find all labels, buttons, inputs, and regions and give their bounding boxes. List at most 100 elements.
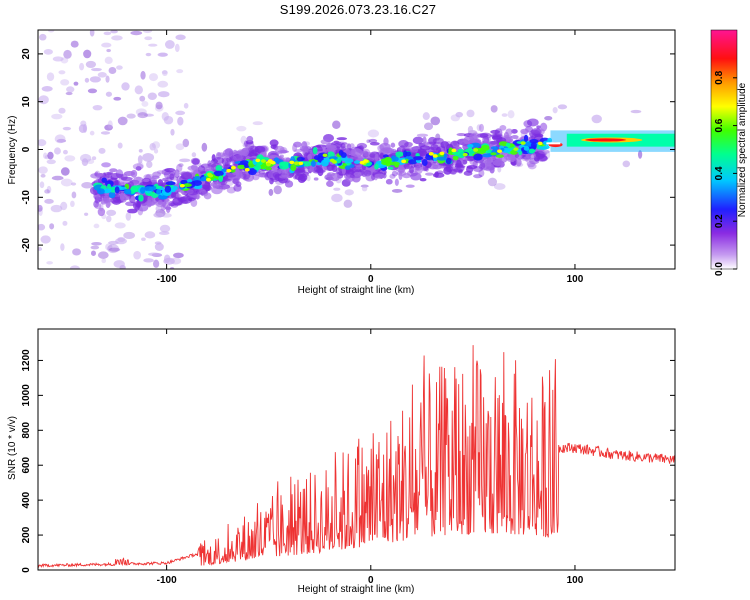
spectrogram-band-blob <box>109 168 118 173</box>
spectrogram-band-blob <box>225 157 233 162</box>
spectrogram-band-blob <box>239 155 246 161</box>
spectrogram-hot-blob <box>106 183 112 190</box>
spectrogram-band-blob <box>121 195 130 201</box>
spectrogram-noise-speck <box>44 189 50 194</box>
spectrogram-noise-speck <box>91 156 97 161</box>
spectrogram-noise-speck <box>123 231 136 240</box>
spectrogram-band-blob <box>180 195 192 204</box>
spectrogram-noise-speck <box>331 193 343 203</box>
spectrogram-band-blob <box>99 198 111 202</box>
spectrogram-hot-blob <box>403 150 408 158</box>
spectrogram-noise-speck <box>81 182 93 189</box>
spectrogram-noise-speck <box>174 43 180 53</box>
spectrogram-band-blob <box>326 172 332 182</box>
spectrogram-band-blob <box>473 174 483 179</box>
y-tick-label: -10 <box>21 190 32 205</box>
spectrogram-band-blob <box>351 148 363 158</box>
spectrogram-y-axis-label: Frequency (Hz) <box>7 116 18 185</box>
x-tick-label: 0 <box>368 575 374 586</box>
spectrogram-band-blob <box>329 172 341 182</box>
spectrogram-tone-peak <box>585 138 626 142</box>
spectrogram-band-blob <box>190 198 198 207</box>
spectrogram-noise-speck <box>84 212 89 216</box>
spectrogram-hot-blob <box>143 186 155 192</box>
spectrogram-noise-speck <box>63 149 68 155</box>
y-tick-label: 600 <box>21 456 32 473</box>
spectrogram-hot-blob <box>530 141 537 149</box>
spectrogram-band-blob <box>469 133 478 142</box>
spectrogram-peak-blob <box>267 159 273 163</box>
spectrogram-noise-speck <box>557 104 568 110</box>
spectrogram-noise-speck <box>142 30 153 34</box>
spectrogram-hot-blob <box>105 180 114 187</box>
spectrogram-band-blob <box>424 172 434 176</box>
spectrogram-noise-speck <box>60 243 65 251</box>
spectrogram-noise-speck <box>183 102 189 109</box>
spectrogram-band-blob <box>316 144 322 148</box>
spectrogram-hot-blob <box>407 159 418 165</box>
spectrogram-band-blob <box>340 146 346 151</box>
spectrogram-band-blob <box>454 163 464 168</box>
spectrogram-noise-speck <box>422 112 430 120</box>
spectrogram-band-blob <box>497 136 503 143</box>
spectrogram-band-blob <box>374 173 385 179</box>
spectrogram-band-blob <box>534 133 544 138</box>
spectrogram-band-blob <box>394 178 399 187</box>
spectrogram-hot-blob <box>349 164 355 168</box>
spectrogram-band-blob <box>456 132 467 137</box>
spectrogram-noise-speck <box>52 56 64 62</box>
spectrogram-noise-speck <box>101 42 112 48</box>
spectrogram-noise-speck <box>113 96 122 101</box>
spectrogram-band-blob <box>515 158 522 167</box>
spectrogram-band-blob <box>492 159 504 166</box>
spectrogram-noise-speck <box>91 250 96 256</box>
spectrogram-peak-blob <box>537 141 543 146</box>
spectrogram-hot-blob <box>239 160 249 165</box>
spectrogram-noise-speck <box>63 49 72 59</box>
x-tick-label: -100 <box>157 575 177 586</box>
spectrogram-peak-blob <box>207 172 213 177</box>
spectrogram-band-blob <box>531 128 542 136</box>
spectrogram-noise-speck <box>105 75 110 83</box>
spectrogram-noise-speck <box>175 110 186 116</box>
spectrogram-noise-speck <box>38 166 48 174</box>
spectrogram-band-blob <box>94 203 102 210</box>
spectrogram-noise-speck <box>164 40 175 49</box>
spectrogram-noise-speck <box>38 247 43 251</box>
spectrogram-noise-speck <box>125 212 132 221</box>
spectrogram-band-blob <box>423 141 430 146</box>
colorbar-tick-label: 0.2 <box>714 214 725 228</box>
spectrogram-peak-blob <box>293 161 299 165</box>
spectrogram-noise-speck <box>105 215 112 223</box>
spectrogram-noise-speck <box>467 125 474 134</box>
spectrogram-noise-speck <box>173 252 184 259</box>
spectrogram-band-blob <box>416 133 429 137</box>
spectrogram-noise-speck <box>107 244 119 254</box>
x-tick-label: 100 <box>567 274 584 285</box>
spectrogram-band-blob <box>96 193 101 201</box>
spectrogram-peak-blob <box>230 165 236 170</box>
spectrogram-band-blob <box>232 154 243 161</box>
spectrogram-hot-blob <box>510 149 518 155</box>
spectrogram-band-blob <box>368 138 378 143</box>
spectrogram-noise-speck <box>108 247 121 252</box>
spectrogram-band-blob <box>326 180 334 187</box>
spectrogram-band-blob <box>123 171 136 176</box>
spectrogram-band-blob <box>307 154 312 161</box>
spectrogram-noise-speck <box>176 69 184 74</box>
colorbar-tick-label: 0.8 <box>714 70 725 84</box>
spectrogram-noise-speck <box>60 79 70 86</box>
spectrogram-band-blob <box>106 171 114 176</box>
spectrogram-hot-blob <box>383 156 392 164</box>
spectrogram-noise-speck <box>104 56 113 65</box>
spectrogram-noise-speck <box>58 107 66 114</box>
spectrogram-noise-speck <box>41 85 53 92</box>
spectrogram-noise-speck <box>236 125 247 132</box>
spectrogram-noise-speck <box>38 204 43 212</box>
y-tick-label: 200 <box>21 526 32 543</box>
spectrogram-noise-speck <box>62 220 68 226</box>
spectrogram-band-blob <box>523 120 533 128</box>
